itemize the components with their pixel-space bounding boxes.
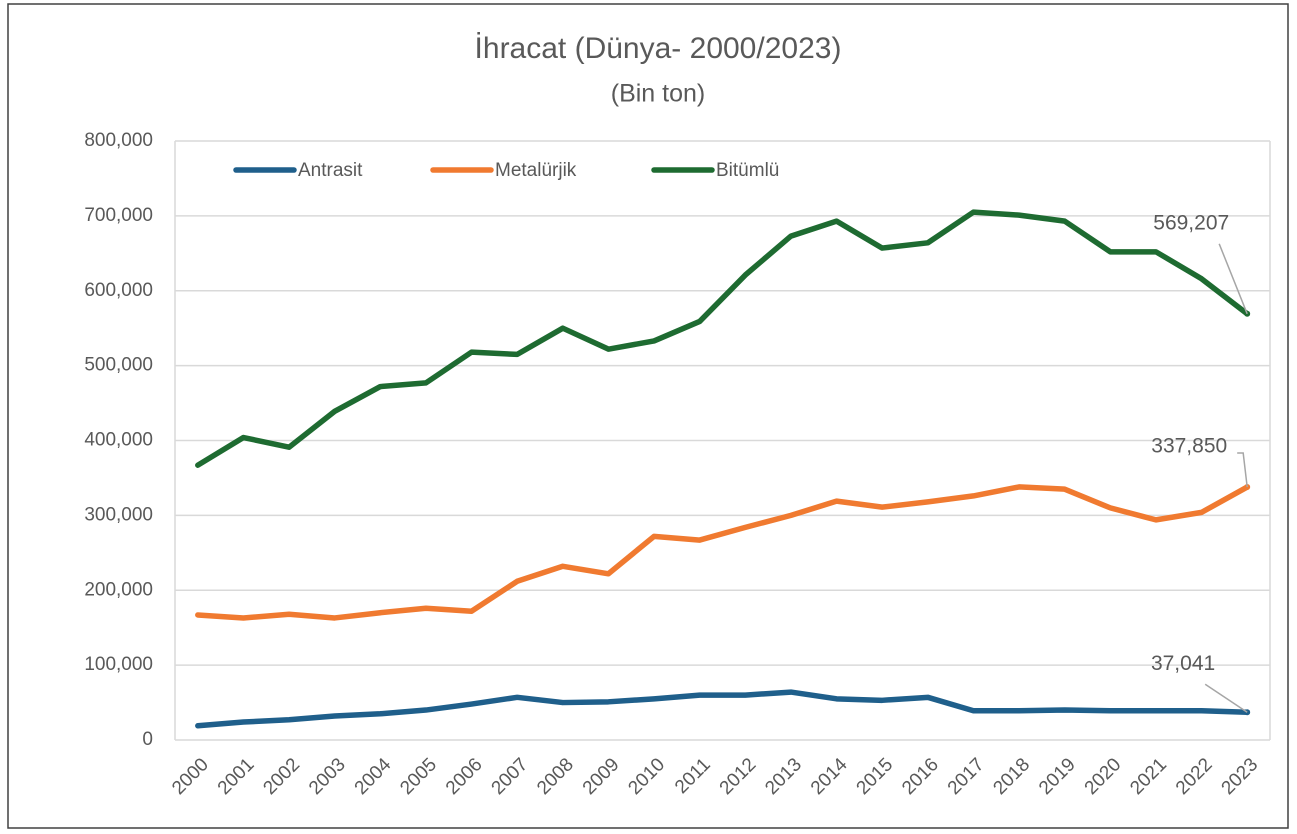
chart-frame (7, 3, 1289, 829)
data-label: 337,850 (1151, 435, 1227, 458)
leader-line (1204, 683, 1248, 713)
y-tick-label: 100,000 (84, 654, 153, 675)
y-tick-label: 400,000 (84, 430, 153, 451)
y-tick-label: 0 (142, 729, 153, 750)
legend-label: Bitümlü (716, 160, 779, 181)
y-tick-label: 300,000 (84, 504, 153, 525)
y-tick-label: 600,000 (84, 280, 153, 301)
y-tick-label: 800,000 (84, 130, 153, 151)
series-line (195, 209, 1250, 468)
y-tick-label: 200,000 (84, 579, 153, 600)
chart-subtitle: (Bin ton) (611, 80, 705, 108)
data-label: 569,207 (1153, 211, 1229, 234)
data-label: 37,041 (1151, 652, 1215, 675)
series-line (195, 689, 1250, 729)
y-tick-label: 500,000 (84, 355, 153, 376)
chart-title: İhracat (Dünya- 2000/2023) (475, 32, 842, 65)
series-line (195, 484, 1250, 621)
y-tick-label: 700,000 (84, 205, 153, 226)
legend-label: Antrasit (298, 160, 363, 181)
legend-label: Metalürjik (495, 160, 577, 181)
leader-line (1218, 243, 1248, 315)
leader-line (1237, 452, 1248, 488)
